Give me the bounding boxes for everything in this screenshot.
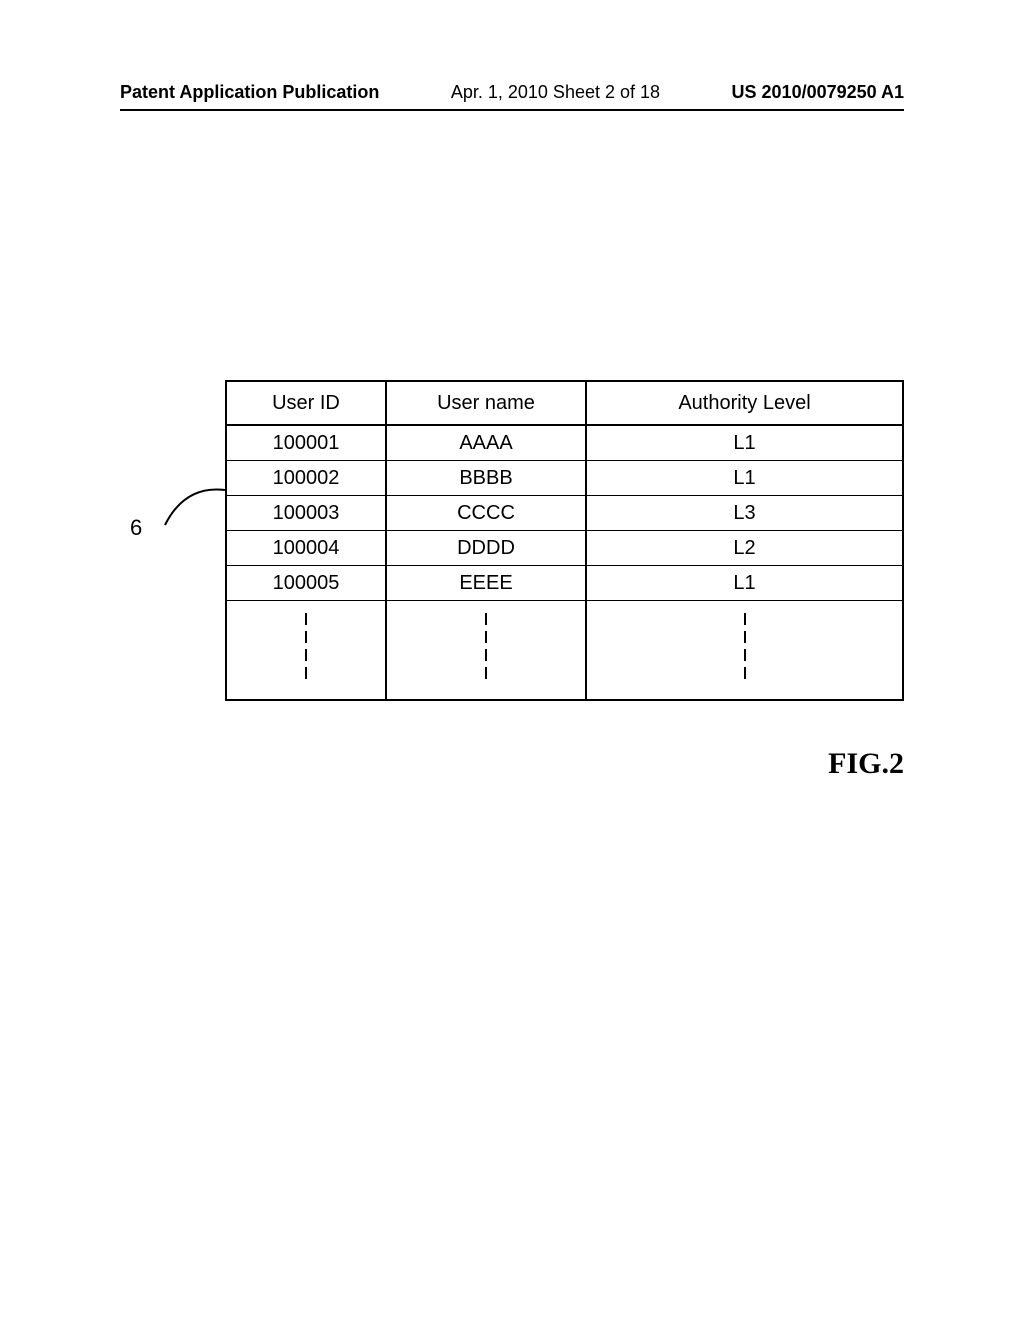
table-row: 100005 EEEE L1 — [227, 566, 902, 601]
table-row: 100004 DDDD L2 — [227, 531, 902, 566]
continuation-cell — [386, 601, 586, 700]
header-left: Patent Application Publication — [120, 82, 379, 103]
cell-authority: L1 — [586, 566, 902, 601]
cell-user-id: 100001 — [227, 425, 386, 461]
cell-authority: L1 — [586, 461, 902, 496]
cell-authority: L2 — [586, 531, 902, 566]
header-right: US 2010/0079250 A1 — [732, 82, 904, 103]
col-header-user-name: User name — [386, 382, 586, 425]
cell-user-id: 100005 — [227, 566, 386, 601]
cell-user-name: AAAA — [386, 425, 586, 461]
table-header-row: User ID User name Authority Level — [227, 382, 902, 425]
cell-user-name: BBBB — [386, 461, 586, 496]
table-row: 100003 CCCC L3 — [227, 496, 902, 531]
cell-user-id: 100004 — [227, 531, 386, 566]
col-header-user-id: User ID — [227, 382, 386, 425]
figure-2: 6 User ID User name Authority Level 1000… — [130, 380, 904, 701]
figure-caption: FIG.2 — [828, 747, 904, 781]
continuation-cell — [586, 601, 902, 700]
cell-user-id: 100003 — [227, 496, 386, 531]
cell-authority: L1 — [586, 425, 902, 461]
page-header: Patent Application Publication Apr. 1, 2… — [120, 82, 904, 111]
table-row: 100002 BBBB L1 — [227, 461, 902, 496]
table-continuation-row — [227, 601, 902, 700]
cell-user-name: CCCC — [386, 496, 586, 531]
cell-user-name: EEEE — [386, 566, 586, 601]
leader-line — [160, 480, 230, 530]
col-header-authority-level: Authority Level — [586, 382, 902, 425]
cell-user-name: DDDD — [386, 531, 586, 566]
cell-authority: L3 — [586, 496, 902, 531]
table-row: 100001 AAAA L1 — [227, 425, 902, 461]
reference-numeral: 6 — [130, 515, 142, 541]
cell-user-id: 100002 — [227, 461, 386, 496]
header-center: Apr. 1, 2010 Sheet 2 of 18 — [451, 82, 660, 103]
continuation-cell — [227, 601, 386, 700]
user-table: User ID User name Authority Level 100001… — [225, 380, 904, 701]
